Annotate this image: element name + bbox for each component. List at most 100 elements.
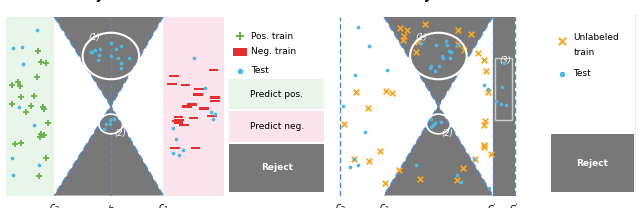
Point — [15, 84, 25, 87]
Polygon shape — [6, 17, 54, 196]
FancyBboxPatch shape — [207, 115, 217, 117]
Point — [411, 164, 421, 167]
Text: Neg. train: Neg. train — [251, 47, 296, 56]
Point — [499, 62, 509, 65]
Point — [39, 108, 49, 111]
Point — [93, 58, 103, 62]
Point — [395, 27, 405, 30]
Point — [364, 160, 374, 163]
Point — [426, 64, 436, 67]
Point — [106, 41, 116, 44]
Point — [33, 50, 43, 53]
Point — [171, 137, 181, 141]
Point — [473, 52, 483, 55]
Point — [466, 32, 476, 36]
FancyBboxPatch shape — [172, 120, 182, 122]
Point — [364, 44, 374, 47]
Point — [363, 106, 373, 110]
Text: $c_1$: $c_1$ — [157, 203, 168, 208]
Point — [435, 65, 445, 68]
FancyBboxPatch shape — [191, 147, 200, 150]
Point — [235, 69, 245, 73]
Text: Test: Test — [573, 69, 591, 78]
Point — [426, 126, 436, 129]
Point — [26, 105, 36, 108]
Point — [177, 149, 188, 152]
Point — [491, 99, 501, 103]
Point — [8, 46, 18, 49]
FancyBboxPatch shape — [169, 75, 179, 77]
Text: Reject: Reject — [261, 163, 292, 172]
Text: Test: Test — [251, 66, 269, 76]
Point — [459, 48, 469, 52]
FancyBboxPatch shape — [174, 116, 184, 118]
Point — [436, 120, 446, 124]
Text: $c_1$: $c_1$ — [378, 203, 390, 208]
Point — [7, 83, 17, 87]
Point — [20, 111, 31, 114]
Point — [189, 57, 200, 60]
Point — [29, 123, 39, 126]
Point — [426, 118, 436, 121]
Point — [168, 151, 178, 155]
Point — [402, 28, 412, 32]
FancyBboxPatch shape — [229, 144, 324, 192]
Point — [116, 44, 127, 48]
FancyBboxPatch shape — [210, 100, 220, 102]
Point — [95, 47, 105, 51]
Point — [349, 157, 359, 160]
FancyBboxPatch shape — [226, 13, 328, 197]
Point — [437, 54, 447, 57]
Point — [208, 117, 218, 120]
Point — [557, 40, 567, 43]
Point — [13, 105, 24, 108]
FancyBboxPatch shape — [551, 134, 634, 192]
FancyBboxPatch shape — [229, 79, 324, 109]
Point — [429, 69, 440, 73]
Point — [412, 50, 422, 54]
Point — [444, 49, 454, 52]
Point — [99, 128, 109, 131]
Point — [486, 152, 497, 156]
FancyBboxPatch shape — [548, 13, 636, 197]
Point — [425, 67, 435, 70]
Point — [349, 157, 360, 161]
Point — [209, 112, 220, 115]
Point — [428, 123, 438, 126]
Text: (1): (1) — [88, 33, 100, 42]
FancyBboxPatch shape — [181, 84, 191, 86]
Point — [479, 145, 489, 149]
Point — [113, 56, 124, 59]
Point — [413, 41, 423, 44]
Point — [453, 28, 463, 31]
Point — [484, 186, 494, 189]
Point — [111, 47, 121, 51]
Point — [18, 63, 28, 66]
Point — [468, 157, 479, 160]
Point — [350, 73, 360, 77]
Point — [479, 58, 489, 61]
Point — [94, 53, 104, 56]
Point — [360, 131, 370, 134]
Point — [200, 86, 210, 90]
Point — [497, 85, 507, 88]
Point — [36, 132, 46, 135]
Text: (2): (2) — [442, 130, 454, 139]
Point — [398, 38, 408, 41]
Point — [483, 87, 493, 90]
Text: Rejectron: Rejectron — [77, 0, 153, 2]
Point — [34, 174, 44, 177]
Point — [34, 163, 44, 167]
Point — [353, 25, 364, 28]
Point — [353, 164, 363, 167]
Text: $c_2$: $c_2$ — [335, 203, 346, 208]
Point — [479, 144, 489, 147]
Point — [557, 72, 567, 75]
FancyBboxPatch shape — [199, 107, 209, 110]
Point — [380, 181, 390, 184]
Text: Predict pos.: Predict pos. — [250, 90, 303, 99]
Point — [456, 180, 467, 183]
Point — [38, 106, 48, 109]
Text: $c_2'$: $c_2'$ — [509, 203, 520, 208]
FancyBboxPatch shape — [195, 88, 204, 90]
